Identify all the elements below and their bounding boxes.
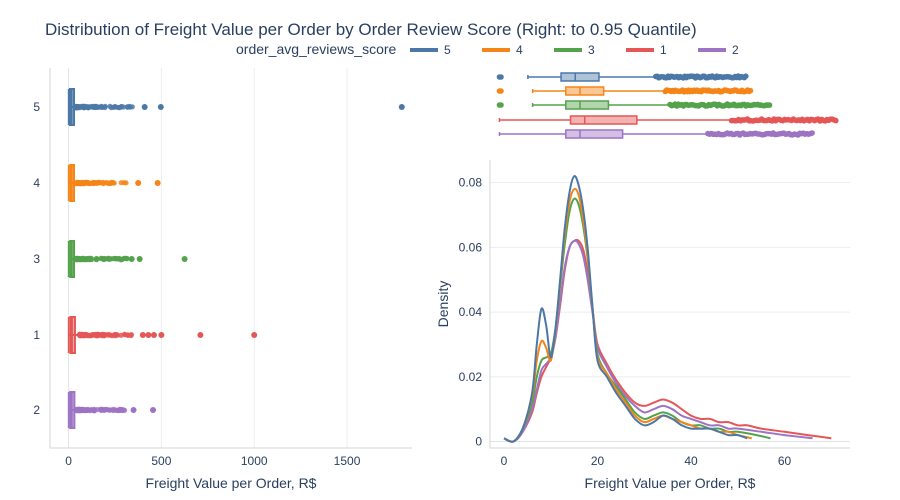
y-tick-label: 4 (33, 176, 40, 190)
outlier-point (128, 256, 135, 262)
outlier-point (97, 180, 103, 186)
outlier-point (91, 332, 97, 338)
y-tick-label: 2 (33, 403, 40, 417)
outlier-point (145, 332, 152, 338)
outlier-point (120, 104, 126, 110)
outlier-point (157, 104, 164, 110)
x-tick-label: 60 (778, 454, 792, 468)
x-tick-label: 40 (684, 454, 698, 468)
marginal-outlier (766, 102, 773, 108)
outlier-point (99, 104, 105, 110)
outlier-point (98, 407, 104, 413)
y-tick-label: 0.06 (459, 240, 483, 254)
marginal-box-4 (565, 86, 605, 96)
density-line-2 (503, 239, 813, 443)
outlier-point (81, 105, 87, 111)
density-line-1 (503, 238, 832, 443)
legend-label-5: 5 (444, 43, 451, 57)
legend-label-3: 3 (588, 43, 595, 57)
outlier-point (130, 407, 137, 413)
x-tick-label: 1000 (241, 454, 268, 468)
x-tick-label: 1500 (334, 454, 361, 468)
outlier-point (107, 407, 113, 413)
outlier-point (98, 255, 104, 261)
outlier-point (158, 332, 165, 338)
outlier-point (251, 332, 258, 338)
outlier-point (141, 104, 148, 110)
outlier-point (118, 257, 124, 263)
marginal-box-5 (560, 72, 600, 82)
legend-label-1: 1 (660, 43, 667, 57)
outlier-point (113, 331, 120, 338)
outlier-point (82, 332, 88, 338)
outlier-point (102, 256, 108, 262)
marginal-box-2 (565, 129, 624, 139)
legend-label-4: 4 (516, 43, 523, 57)
outlier-point (74, 104, 80, 110)
outlier-point (150, 332, 157, 338)
outlier-point (181, 256, 188, 262)
outlier-point (86, 256, 93, 262)
marginal-box-plot (496, 72, 839, 139)
outlier-point (78, 181, 84, 187)
marginal-box-3 (565, 100, 610, 110)
marginal-outlier (498, 102, 504, 108)
marginal-outlier (498, 88, 504, 94)
outlier-point (103, 406, 109, 412)
marginal-outlier (498, 74, 504, 80)
legend-items: 5 4 3 1 2 (410, 43, 739, 57)
outlier-point (93, 103, 99, 109)
x-tick-label: 0 (501, 454, 508, 468)
x-tick-label: 500 (151, 454, 171, 468)
y-tick-label: 3 (33, 252, 40, 266)
outlier-point (197, 332, 204, 338)
outlier-point (76, 407, 82, 413)
outlier-point (111, 180, 117, 186)
marginal-outlier (747, 87, 754, 94)
outlier-point (135, 180, 142, 186)
legend: order_avg_reviews_score 5 4 3 1 2 (236, 41, 739, 57)
outlier-point (105, 331, 111, 337)
outlier-point (104, 180, 110, 186)
outlier-point (150, 407, 157, 413)
outlier-point (128, 332, 134, 338)
outlier-point (127, 104, 133, 110)
outlier-point (82, 408, 88, 414)
outlier-point (154, 180, 161, 186)
x-axis-title: Freight Value per Order, R$ (585, 475, 756, 491)
y-tick-label: 0.08 (459, 176, 483, 190)
density-line-5 (503, 175, 748, 443)
outlier-point (112, 255, 118, 262)
x-axis-title: Freight Value per Order, R$ (146, 475, 317, 491)
y-tick-label: 0.04 (459, 305, 483, 319)
outlier-point (94, 256, 100, 262)
outlier-point (139, 332, 146, 338)
density-line-3 (503, 197, 771, 443)
outlier-point (123, 180, 129, 186)
outlier-point (111, 104, 117, 110)
marginal-box-1 (569, 115, 638, 125)
y-tick-label: 1 (33, 328, 40, 342)
outlier-point (90, 407, 96, 413)
x-tick-label: 20 (591, 454, 605, 468)
outlier-point (136, 256, 143, 262)
x-tick-label: 0 (65, 454, 72, 468)
outlier-point (101, 333, 107, 339)
y-tick-label: 0.02 (459, 370, 483, 384)
density-plot: 0 0.02 0.04 0.06 0.08 0 20 40 60 Freight Value pe… (435, 160, 850, 491)
y-tick-label: 5 (33, 100, 40, 114)
outlier-point (398, 104, 405, 110)
legend-label-2: 2 (732, 43, 739, 57)
marginal-outlier (833, 117, 839, 124)
marginal-outlier (809, 130, 815, 136)
outlier-point (116, 407, 122, 413)
y-tick-label: 0 (475, 435, 482, 449)
legend-title: order_avg_reviews_score (236, 41, 397, 57)
y-axis-title: Density (435, 281, 451, 328)
marginal-outlier (743, 73, 749, 79)
chart-title: Distribution of Freight Value per Order … (45, 20, 697, 39)
outlier-point (124, 255, 130, 261)
left-box-plot: 0 500 1000 1500 Freight Value per Order, R$ 5… (33, 68, 412, 491)
